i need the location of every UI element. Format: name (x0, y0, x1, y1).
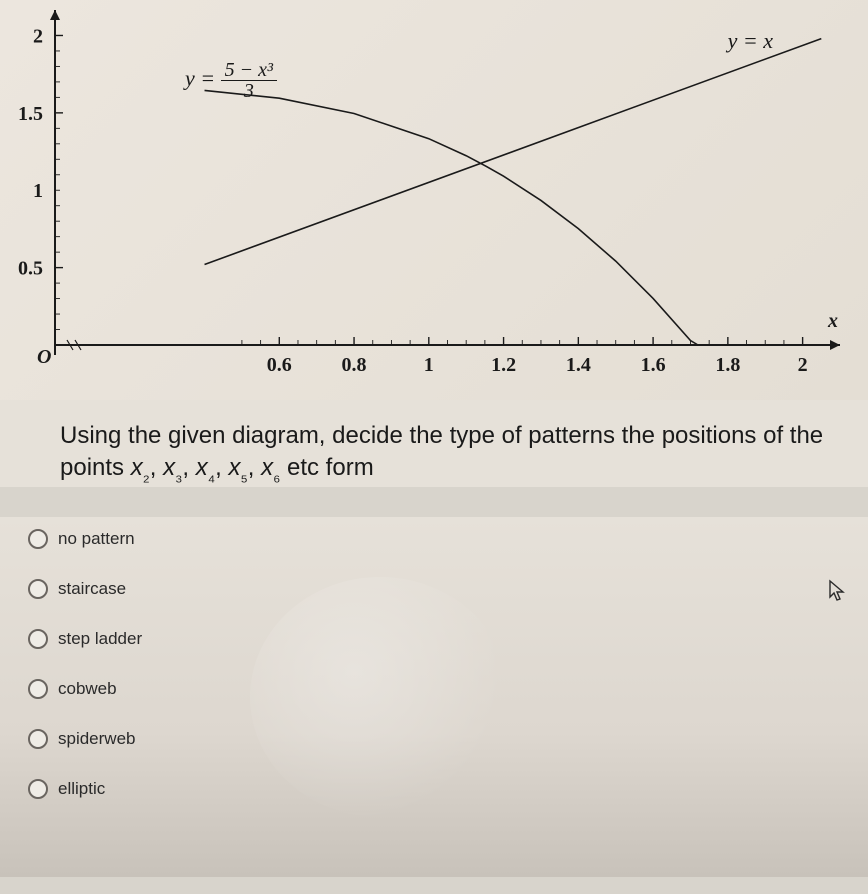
x-axis-label: x (828, 310, 838, 333)
svg-text:2: 2 (798, 354, 808, 376)
curve-label-num: 5 − x³ (221, 60, 277, 81)
radio-icon[interactable] (28, 729, 48, 749)
radio-icon[interactable] (28, 779, 48, 799)
svg-text:0.6: 0.6 (267, 354, 292, 376)
option-label: spiderweb (58, 729, 136, 749)
option-elliptic[interactable]: elliptic (18, 767, 868, 811)
cursor-icon (828, 579, 848, 603)
option-no-pattern[interactable]: no pattern (18, 517, 868, 561)
svg-text:2: 2 (33, 25, 43, 47)
option-label: step ladder (58, 629, 142, 649)
radio-icon[interactable] (28, 679, 48, 699)
question-panel: Using the given diagram, decide the type… (0, 400, 868, 487)
option-cobweb[interactable]: cobweb (18, 667, 868, 711)
svg-text:1.2: 1.2 (491, 354, 516, 376)
svg-text:0.5: 0.5 (18, 258, 43, 280)
curve-label-prefix: y = (185, 66, 215, 91)
option-label: staircase (58, 579, 126, 599)
radio-icon[interactable] (28, 579, 48, 599)
svg-text:O: O (37, 346, 51, 368)
curve-label-identity: y = x (728, 28, 773, 54)
option-label: elliptic (58, 779, 105, 799)
curve-label-cubic: y = 5 − x³ 3 (185, 60, 277, 101)
svg-text:1.4: 1.4 (566, 354, 591, 376)
radio-icon[interactable] (28, 529, 48, 549)
svg-text:1: 1 (33, 180, 43, 202)
svg-text:1.5: 1.5 (18, 103, 43, 125)
svg-text:0.8: 0.8 (342, 354, 367, 376)
svg-text:1: 1 (424, 354, 434, 376)
chart-panel: 0.6 0.8 1 1.2 1.4 1.6 1.8 2 0.5 1 1.5 2 O y = 5 − x³… (0, 0, 868, 400)
option-spiderweb[interactable]: spiderweb (18, 717, 868, 761)
svg-text:1.6: 1.6 (641, 354, 666, 376)
option-label: cobweb (58, 679, 117, 699)
option-staircase[interactable]: staircase (18, 567, 868, 611)
option-label: no pattern (58, 529, 135, 549)
chart-svg: 0.6 0.8 1 1.2 1.4 1.6 1.8 2 0.5 1 1.5 2 O (0, 0, 868, 400)
svg-text:1.8: 1.8 (715, 354, 740, 376)
radio-icon[interactable] (28, 629, 48, 649)
options-panel: no pattern staircase step ladder cobweb spid… (0, 517, 868, 877)
option-step-ladder[interactable]: step ladder (18, 617, 868, 661)
question-text: Using the given diagram, decide the type… (60, 420, 838, 487)
curve-label-den: 3 (221, 81, 277, 101)
